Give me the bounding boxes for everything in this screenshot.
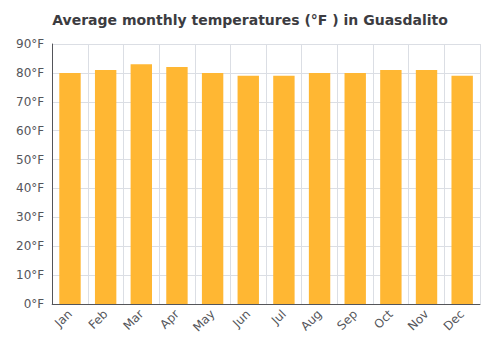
svg-text:30°F: 30°F — [16, 210, 44, 224]
svg-text:80°F: 80°F — [16, 66, 44, 80]
svg-text:Dec: Dec — [441, 307, 467, 333]
svg-text:60°F: 60°F — [16, 124, 44, 138]
svg-text:50°F: 50°F — [16, 153, 44, 167]
svg-text:40°F: 40°F — [16, 181, 44, 195]
svg-text:Jun: Jun — [229, 307, 253, 331]
svg-text:Feb: Feb — [86, 307, 111, 332]
svg-text:Nov: Nov — [405, 307, 431, 333]
svg-text:10°F: 10°F — [16, 268, 44, 282]
svg-text:Jan: Jan — [51, 307, 75, 331]
svg-text:Mar: Mar — [120, 307, 146, 333]
svg-text:Oct: Oct — [371, 307, 396, 332]
svg-text:90°F: 90°F — [16, 37, 44, 51]
svg-text:20°F: 20°F — [16, 239, 44, 253]
svg-text:0°F: 0°F — [24, 297, 45, 311]
svg-text:Apr: Apr — [157, 307, 182, 332]
svg-text:Average monthly temperatures (: Average monthly temperatures (°F ) in Gu… — [52, 12, 448, 28]
svg-text:70°F: 70°F — [16, 95, 44, 109]
svg-text:May: May — [190, 307, 217, 334]
svg-text:Aug: Aug — [298, 307, 324, 333]
svg-text:Jul: Jul — [268, 307, 289, 328]
svg-text:Sep: Sep — [334, 307, 360, 333]
